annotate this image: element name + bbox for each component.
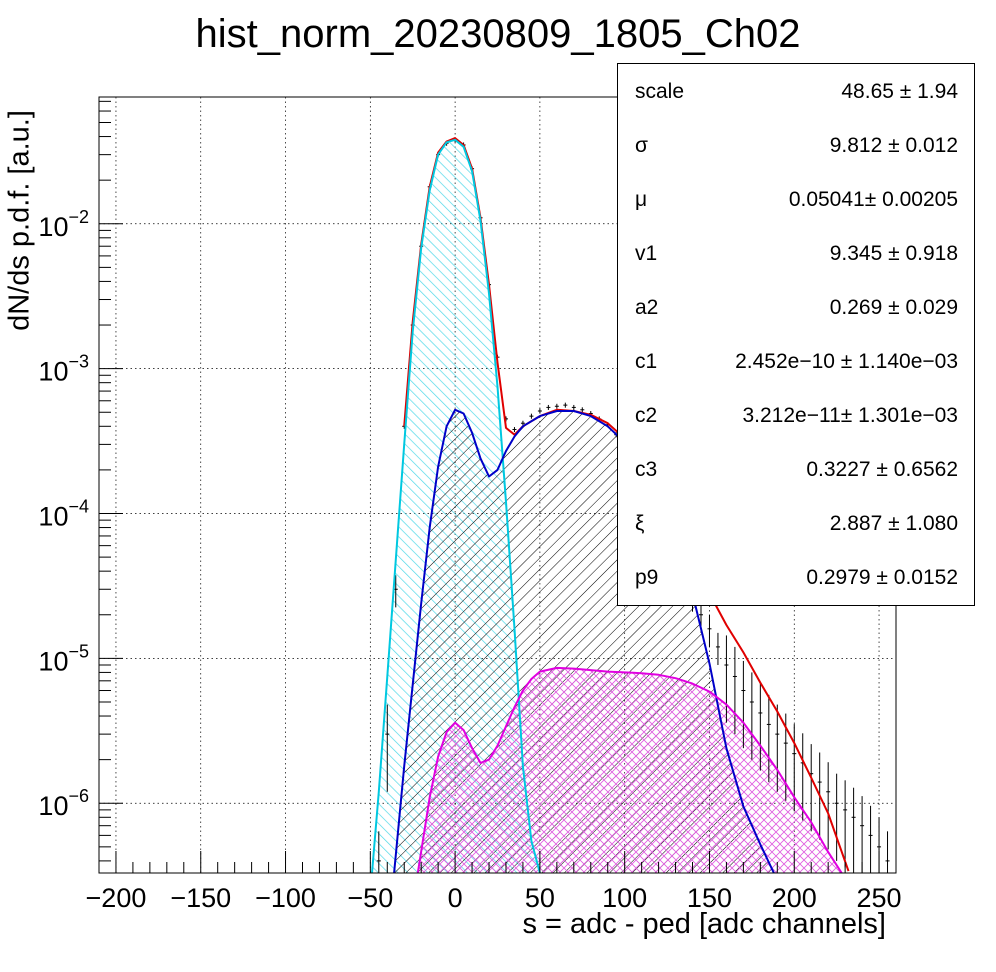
stat-name: scale xyxy=(635,80,685,103)
stat-name: σ xyxy=(635,134,648,157)
stat-name: a2 xyxy=(635,296,659,319)
stat-row: a2 0.269 ± 0.029 xyxy=(618,282,974,336)
stat-value: 48.65 ± 1.94 xyxy=(841,80,958,103)
stat-row: c2 3.212e−11± 1.301e−03 xyxy=(618,390,974,444)
x-tick-label: 50 xyxy=(525,883,555,913)
stat-value: 3.212e−11± 1.301e−03 xyxy=(742,404,958,427)
series-area-4 xyxy=(417,667,842,873)
stat-row: v1 9.345 ± 0.918 xyxy=(618,228,974,282)
stat-value: 9.345 ± 0.918 xyxy=(829,242,958,265)
stat-value: 2.887 ± 1.080 xyxy=(829,512,958,535)
stat-row: c3 0.3227 ± 0.6562 xyxy=(618,444,974,498)
stat-name: c3 xyxy=(635,458,658,481)
stat-row: ξ 2.887 ± 1.080 xyxy=(618,498,974,552)
y-tick-label: 10−4 xyxy=(38,497,89,532)
y-tick-label: 10−3 xyxy=(38,352,89,387)
y-tick-label: 10−6 xyxy=(38,786,89,821)
y-tick-label: 10−5 xyxy=(38,641,89,676)
stat-value: 0.2979 ± 0.0152 xyxy=(806,566,958,589)
stat-row: scale 48.65 ± 1.94 xyxy=(618,66,974,120)
y-tick-label: 10−2 xyxy=(38,207,89,242)
stat-value: 0.05041± 0.00205 xyxy=(788,188,958,211)
x-tick-label: 200 xyxy=(772,883,817,913)
stat-row: σ 9.812 ± 0.012 xyxy=(618,120,974,174)
chart-title: hist_norm_20230809_1805_Ch02 xyxy=(195,12,801,56)
stat-value: 9.812 ± 0.012 xyxy=(829,134,958,157)
stat-value: 0.269 ± 0.029 xyxy=(829,296,958,319)
stat-row: c1 2.452e−10 ± 1.140e−03 xyxy=(618,336,974,390)
series-line-4 xyxy=(416,666,843,873)
y-axis-label: dN/ds p.d.f. [a.u.] xyxy=(3,110,36,331)
x-tick-label: 150 xyxy=(687,883,732,913)
x-tick-label: 250 xyxy=(857,883,902,913)
stat-name: v1 xyxy=(635,242,658,265)
x-tick-label: −150 xyxy=(170,883,231,913)
x-tick-label: −200 xyxy=(86,883,147,913)
fit-stats-box: scale 48.65 ± 1.94 σ 9.812 ± 0.012 μ 0.05041±… xyxy=(617,63,975,606)
stat-value: 0.3227 ± 0.6562 xyxy=(806,458,958,481)
x-tick-label: 0 xyxy=(448,883,463,913)
stat-name: μ xyxy=(635,188,648,211)
stat-value: 2.452e−10 ± 1.140e−03 xyxy=(735,350,958,373)
x-tick-label: 100 xyxy=(602,883,647,913)
x-axis-label: s = adc - ped [adc channels] xyxy=(522,908,886,940)
x-tick-label: −100 xyxy=(255,883,316,913)
stat-name: c2 xyxy=(635,404,658,427)
series-line-2 xyxy=(371,138,541,873)
stat-row: μ 0.05041± 0.00205 xyxy=(618,174,974,228)
x-tick-label: −50 xyxy=(347,883,393,913)
stat-name: p9 xyxy=(635,566,659,589)
stat-name: ξ xyxy=(635,512,645,535)
stat-name: c1 xyxy=(635,350,658,373)
stat-row: p9 0.2979 ± 0.0152 xyxy=(618,552,974,606)
axis-ticks: −200 −150 −100 −50 0 50 100 150 200 250 10−2 10−3 10… xyxy=(38,100,902,913)
